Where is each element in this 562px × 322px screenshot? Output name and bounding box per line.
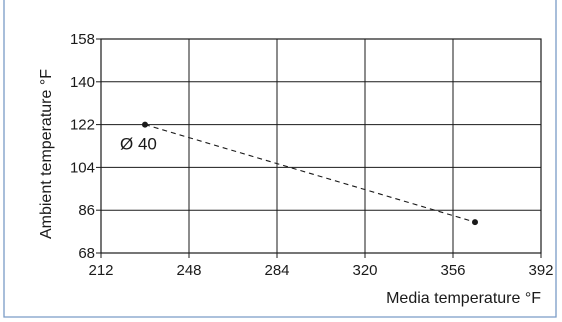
x-tick-label-0: 212 (88, 262, 113, 279)
y-tick-label-3: 122 (70, 117, 95, 134)
y-tick-label-0: 68 (78, 245, 95, 262)
series-0-line (144, 124, 476, 223)
y-tick-label-5: 158 (70, 31, 95, 48)
x-tick-label-5: 392 (528, 262, 553, 279)
y-axis-title: Ambient temperature °F (38, 69, 55, 239)
x-axis-title: Media temperature °F (386, 290, 541, 307)
plot-border (100, 38, 542, 254)
x-tick-label-4: 356 (440, 262, 465, 279)
outer-frame (3, 0, 557, 318)
y-tick-label-1: 86 (78, 202, 95, 219)
y-tick-label-2: 104 (70, 159, 95, 176)
series-0-point-0 (142, 121, 148, 128)
annotation-label-0: Ø 40 (120, 135, 157, 154)
series-0-point-1 (472, 219, 478, 226)
x-tick-label-1: 248 (176, 262, 201, 279)
y-tick-label-4: 140 (70, 74, 95, 91)
x-tick-label-2: 284 (264, 262, 289, 279)
x-tick-label-3: 320 (352, 262, 377, 279)
